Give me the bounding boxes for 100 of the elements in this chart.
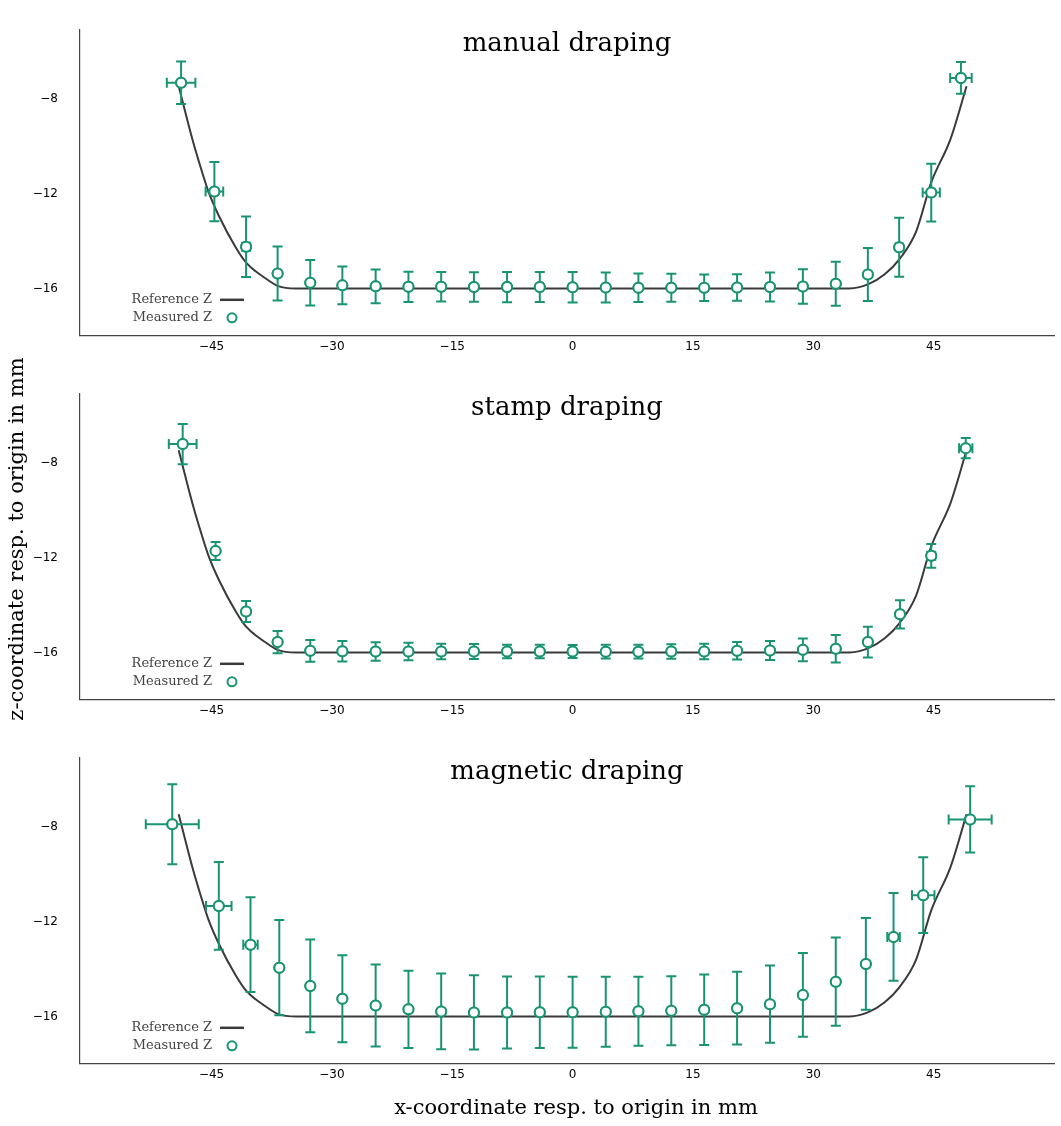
legend-label: Reference Z [131,291,212,307]
y-tick-label: −16 [32,1008,58,1023]
chart-title: magnetic draping [450,754,684,785]
point [271,267,284,280]
x-tick-label: 30 [805,339,821,354]
point [402,1003,415,1016]
point [240,605,253,618]
point [467,281,480,294]
point [859,957,872,970]
point [632,281,645,294]
point [273,961,286,974]
legend-label: Reference Z [131,1019,212,1035]
x-tick-label: −45 [198,1067,225,1082]
point [731,1002,744,1015]
point [271,636,284,649]
x-tick-label: −30 [319,1067,345,1082]
x-tick-label: −15 [439,339,465,354]
point [796,643,809,656]
point [698,281,711,294]
point [501,281,514,294]
point [501,1006,514,1019]
point [402,645,415,658]
point [208,185,221,198]
legend-label: Measured Z [132,309,212,325]
x-tick-label: 30 [805,703,821,718]
x-tick-label: −15 [439,703,465,718]
point [166,818,179,831]
x-tick-label: 0 [568,339,577,354]
point [566,281,579,294]
x-tick-label: 30 [805,1067,821,1082]
y-tick-label: −12 [32,549,58,564]
point [175,76,188,89]
point [861,268,874,281]
x-axis-title: x-coordinate resp. to origin in mm [394,1095,758,1119]
x-tick-label: −45 [198,339,225,354]
point [435,280,448,293]
x-tick-label: 45 [926,703,942,718]
point [665,281,678,294]
x-tick-label: −30 [319,339,345,354]
point [435,1005,448,1018]
point [796,280,809,293]
x-tick-label: −30 [319,703,345,718]
point [917,889,930,902]
x-tick-label: 0 [568,1067,577,1082]
x-tick-label: 15 [685,703,701,718]
x-tick-label: 15 [685,1067,701,1082]
point [304,276,317,289]
point [763,644,776,657]
y-tick-label: −16 [32,280,58,295]
point [665,1004,678,1017]
point [533,281,546,294]
point [533,1006,546,1019]
point [209,544,222,557]
point [304,979,317,992]
y-tick-label: −8 [40,455,58,470]
point [336,992,349,1005]
point [731,644,744,657]
point [369,280,382,293]
point [304,644,317,657]
y-axis-title: z-coordinate resp. to origin in mm [4,357,28,721]
point [632,1005,645,1018]
point [763,998,776,1011]
x-tick-label: 45 [926,1067,942,1082]
y-tick-label: −12 [32,913,58,928]
point [369,999,382,1012]
legend-label: Measured Z [132,673,212,689]
chart-title: manual draping [462,26,672,57]
y-tick-label: −8 [40,91,58,106]
point [954,71,967,84]
x-tick-label: −45 [198,703,225,718]
point [731,281,744,294]
legend-label: Reference Z [131,655,212,671]
point [829,975,842,988]
point [467,1006,480,1019]
point [829,277,842,290]
y-tick-label: −8 [40,819,58,834]
point [402,280,415,293]
point [566,1006,579,1019]
chart-title: stamp draping [471,390,663,421]
point [336,279,349,292]
y-tick-label: −12 [32,185,58,200]
x-tick-label: 45 [926,339,942,354]
point [599,1005,612,1018]
legend-label: Measured Z [132,1037,212,1053]
point [861,636,874,649]
point [599,281,612,294]
x-tick-label: 15 [685,339,701,354]
point [176,438,189,451]
x-tick-label: −15 [439,1067,465,1082]
y-tick-label: −16 [32,644,58,659]
point [763,281,776,294]
x-tick-label: 0 [568,703,577,718]
point [369,645,382,658]
point [796,988,809,1001]
point [336,645,349,658]
point [829,642,842,655]
point [893,608,906,621]
point [925,186,938,199]
point [212,899,225,912]
point [964,813,977,826]
